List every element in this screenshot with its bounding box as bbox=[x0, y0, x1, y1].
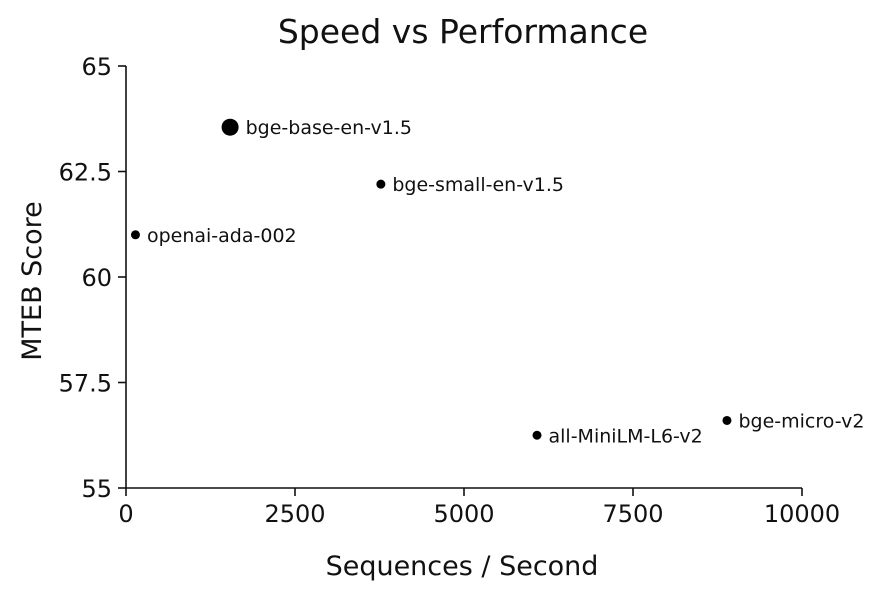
x-tick-label: 2500 bbox=[264, 500, 325, 528]
data-point bbox=[221, 118, 239, 136]
y-tick-label: 62.5 bbox=[59, 159, 112, 187]
x-tick-label: 5000 bbox=[433, 500, 494, 528]
x-tick-label: 0 bbox=[118, 500, 133, 528]
x-axis-label: Sequences / Second bbox=[326, 551, 599, 582]
axis-ticks: 0 2500 5000 7500 10000 55 57.5 60 62.5 65 bbox=[59, 53, 841, 528]
data-point-label: bge-small-en-v1.5 bbox=[392, 174, 564, 196]
data-point bbox=[532, 430, 542, 440]
data-point-label: all-MiniLM-L6-v2 bbox=[549, 425, 703, 447]
y-tick-label: 65 bbox=[81, 53, 112, 81]
data-point-label: bge-micro-v2 bbox=[738, 410, 864, 432]
data-points: bge-base-en-v1.5 bge-small-en-v1.5 openai-… bbox=[130, 117, 864, 447]
data-point bbox=[130, 230, 140, 240]
x-tick-label: 7500 bbox=[602, 500, 663, 528]
y-tick-label: 57.5 bbox=[59, 370, 112, 398]
data-point-label: bge-base-en-v1.5 bbox=[246, 117, 412, 139]
y-tick-label: 60 bbox=[81, 264, 112, 292]
data-point bbox=[376, 179, 386, 189]
data-point-label: openai-ada-002 bbox=[147, 225, 297, 247]
y-axis-label: MTEB Score bbox=[17, 201, 48, 361]
x-tick-label: 10000 bbox=[764, 500, 840, 528]
y-tick-label: 55 bbox=[81, 475, 112, 503]
data-point bbox=[722, 415, 732, 425]
chart-title: Speed vs Performance bbox=[278, 12, 648, 51]
